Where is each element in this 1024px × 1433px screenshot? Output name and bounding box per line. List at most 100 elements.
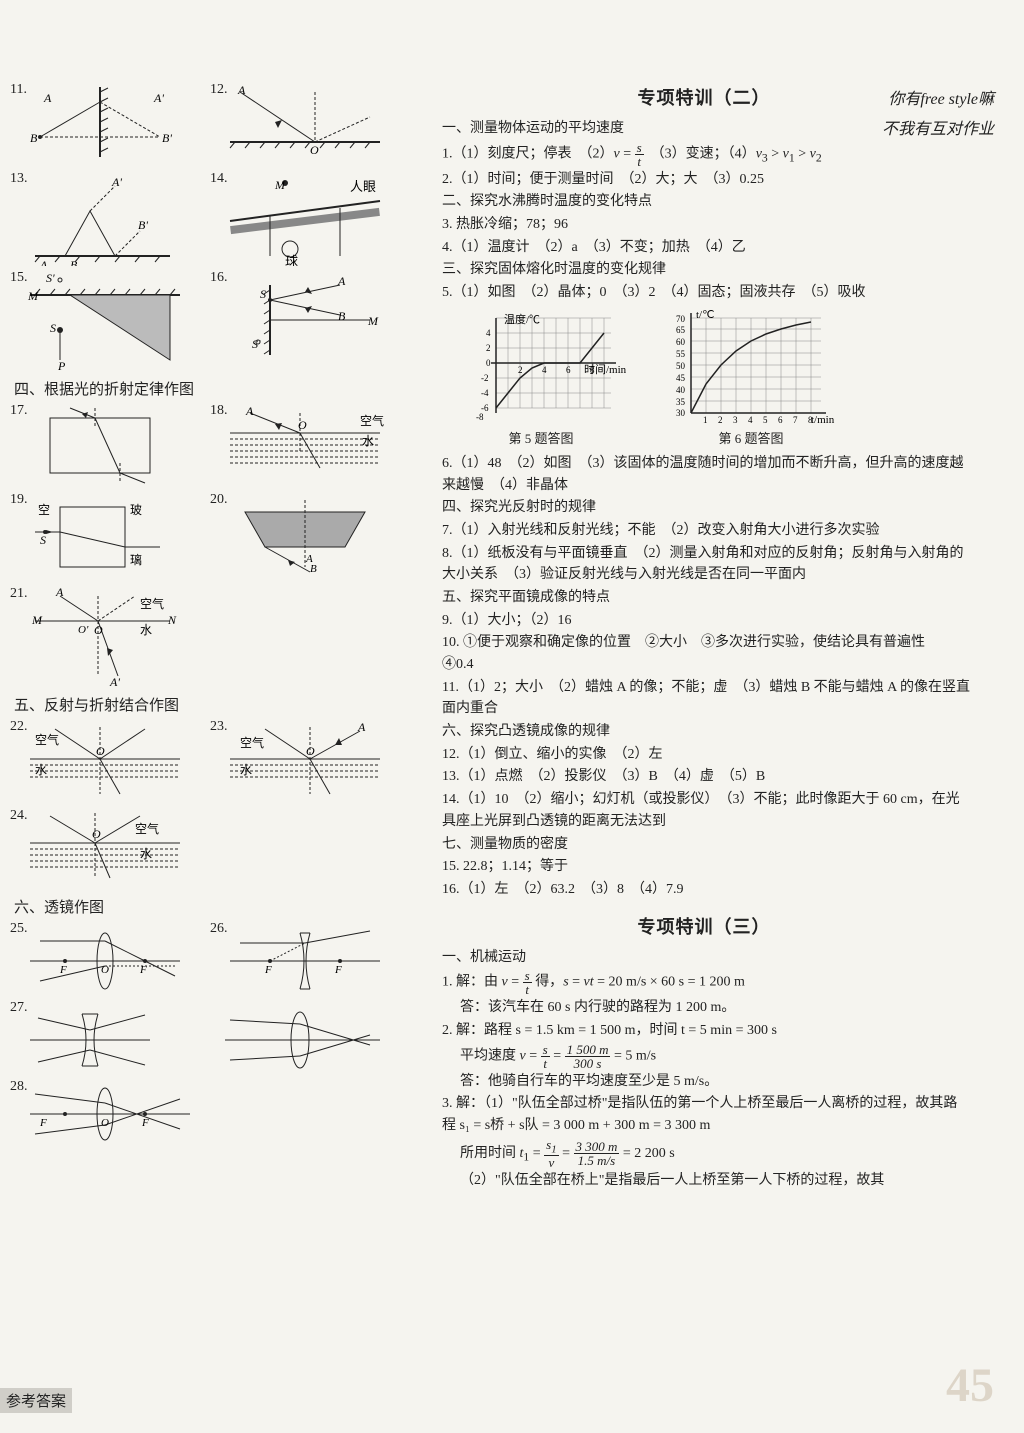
section6-title: 六、透镜作图 — [14, 896, 420, 917]
svg-text:N: N — [167, 613, 177, 627]
svg-text:M: M — [31, 613, 43, 627]
svg-text:O: O — [92, 827, 101, 841]
sec3-title: 三、探究固体熔化时温度的变化规律 — [442, 259, 970, 281]
svg-text:70: 70 — [676, 314, 686, 324]
sec3-1-title: 一、机械运动 — [442, 947, 970, 969]
svg-text:5: 5 — [763, 415, 768, 425]
diagram-23: O A 空气 水 — [210, 719, 400, 804]
section4-title: 四、根据光的折射定律作图 — [14, 378, 420, 399]
diagram-number-28: 28. — [10, 1079, 28, 1095]
p3-3c: （2）"队伍全部在桥上"是指最后一人上桥至第一人下桥的过程，故其 — [442, 1170, 970, 1192]
label-kongqi-22: 空气 — [35, 732, 59, 747]
svg-text:4: 4 — [486, 328, 491, 338]
svg-text:35: 35 — [676, 397, 686, 407]
diagram-20: A B — [210, 492, 400, 577]
diagram-row-28: 28. F F O — [10, 1079, 420, 1149]
label-shui-24: 水 — [140, 847, 152, 861]
diagram-number-11: 11. — [10, 82, 27, 98]
svg-text:F: F — [141, 1117, 149, 1129]
diagram-row-13-14: 13. A' B' A B 14. M — [10, 171, 420, 266]
label-shui-23: 水 — [240, 763, 252, 777]
svg-text:4: 4 — [542, 365, 547, 375]
answer-9: 9.（1）大小；（2）16 — [442, 610, 970, 632]
diagram-number-22: 22. — [10, 719, 28, 735]
svg-text:F: F — [139, 964, 147, 976]
answer-5: 5.（1）如图 （2）晶体；0 （3）2 （4）固态；固液共存 （5）吸收 — [442, 282, 970, 304]
diagram-row-19-20: 19. S 空 玻 璃 20. A B — [10, 492, 420, 582]
answer-12: 12.（1）倒立、缩小的实像 （2）左 — [442, 744, 970, 766]
diagram-26: F F — [210, 921, 400, 996]
svg-text:A': A' — [111, 175, 122, 189]
diagram-row-27: 27. — [10, 1000, 420, 1075]
diagram-12: A O — [210, 82, 400, 167]
label-renyan: 人眼 — [350, 179, 376, 194]
svg-text:50: 50 — [676, 361, 686, 371]
diagram-14: M 人眼 球 — [210, 171, 400, 266]
svg-text:A: A — [39, 258, 48, 266]
svg-text:30: 30 — [676, 408, 686, 418]
diagram-18: A O 空气 水 — [210, 403, 400, 478]
answer-8: 8.（1）纸板没有与平面镜垂直 （2）测量入射角和对应的反射角；反射角与入射角的… — [442, 543, 970, 586]
svg-text:6: 6 — [778, 415, 783, 425]
label-kongqi-23: 空气 — [240, 735, 264, 750]
answer-11: 11.（1）2；大小 （2）蜡烛 A 的像；不能；虚 （3）蜡烛 B 不能与蜡烛… — [442, 677, 970, 720]
svg-text:8: 8 — [590, 365, 595, 375]
diagram-number-23: 23. — [210, 719, 228, 735]
svg-text:6: 6 — [566, 365, 571, 375]
sec5-title: 五、探究平面镜成像的特点 — [442, 587, 970, 609]
svg-text:F: F — [264, 964, 272, 976]
handwriting-1: 你有free style嘛 — [888, 85, 994, 109]
svg-text:4: 4 — [748, 415, 753, 425]
diagram-22: O 空气 水 — [10, 719, 200, 804]
svg-text:M: M — [274, 178, 286, 192]
diagram-number-25: 25. — [10, 921, 28, 937]
p3-1b: 答：该汽车在 60 s 内行驶的路程为 1 200 m。 — [442, 997, 970, 1019]
graph-q5: 温度/℃ 时间/min 420 -2-4-6 -8 2468 — [456, 308, 626, 428]
sec7-title: 七、测量物质的密度 — [442, 834, 970, 856]
svg-text:A: A — [43, 91, 52, 105]
diagram-27 — [10, 1000, 400, 1075]
left-column: 11. A B A' B' 12. — [0, 80, 420, 1393]
svg-text:M: M — [367, 314, 379, 328]
svg-text:A: A — [245, 404, 254, 418]
diagram-25: F F O — [10, 921, 200, 996]
answer-7: 7.（1）入射光线和反射光线；不能 （2）改变入射角大小进行多次实验 — [442, 520, 970, 542]
svg-text:7: 7 — [793, 415, 798, 425]
diagram-17 — [10, 403, 200, 488]
diagram-11: A B A' B' — [10, 82, 200, 167]
diagram-number-19: 19. — [10, 492, 28, 508]
svg-text:S: S — [260, 287, 266, 301]
svg-text:O: O — [101, 964, 109, 976]
label-bo-19: 玻 — [130, 503, 142, 517]
svg-text:B': B' — [138, 218, 148, 232]
svg-text:A': A' — [109, 675, 120, 686]
svg-text:O: O — [101, 1117, 109, 1129]
diagram-19: S 空 玻 璃 — [10, 492, 200, 582]
svg-text:45: 45 — [676, 373, 686, 383]
label-kong-19: 空 — [38, 503, 50, 517]
svg-text:-8: -8 — [476, 412, 484, 422]
answer-4: 4.（1）温度计 （2）a （3）不变；加热 （4）乙 — [442, 237, 970, 259]
handwriting-2: 不我有互对作业 — [882, 115, 994, 139]
svg-text:A: A — [337, 274, 346, 288]
label-li-19: 璃 — [130, 553, 142, 567]
answer-6: 6.（1）48 （2）如图 （3）该固体的温度随时间的增加而不断升高，但升高的速… — [442, 453, 970, 496]
svg-text:F: F — [59, 964, 67, 976]
page-number: 45 — [946, 1358, 994, 1413]
diagram-24: O 空气 水 — [10, 808, 200, 888]
sec6-title: 六、探究凸透镜成像的规律 — [442, 721, 970, 743]
diagram-number-26: 26. — [210, 921, 228, 937]
svg-text:t/min: t/min — [811, 414, 835, 426]
svg-text:S: S — [40, 533, 46, 547]
svg-text:65: 65 — [676, 325, 686, 335]
svg-text:O: O — [298, 418, 307, 432]
diagram-number-14: 14. — [210, 171, 228, 187]
svg-text:O: O — [94, 623, 103, 637]
svg-text:1: 1 — [703, 415, 708, 425]
diagram-16: S A B M S' — [210, 270, 400, 365]
answer-14: 14.（1）10 （2）缩小；幻灯机（或投影仪） （3）不能；此时像距大于 60… — [442, 789, 970, 832]
answer-3: 3. 热胀冷缩；78；96 — [442, 214, 970, 236]
diagram-number-16: 16. — [210, 270, 228, 286]
graph5-caption: 第 5 题答图 — [456, 428, 626, 447]
answer-2: 2.（1）时间；便于测量时间 （2）大；大 （3）0.25 — [442, 169, 970, 191]
